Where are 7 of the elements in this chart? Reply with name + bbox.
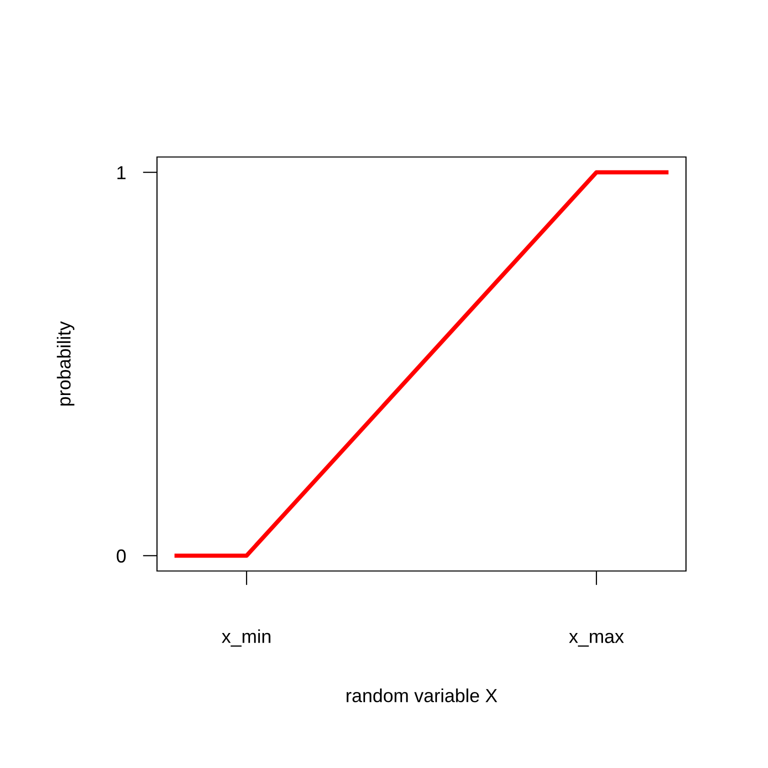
x-axis-title: random variable X [346, 688, 498, 702]
y-tick-label: 1 [117, 166, 126, 180]
y-axis-title: probability [56, 321, 74, 406]
x-tick-label: x_min [222, 629, 270, 647]
x-tick-label: x_max [569, 632, 624, 647]
y-tick-label: 0 [116, 549, 126, 563]
line-series [174, 170, 668, 558]
